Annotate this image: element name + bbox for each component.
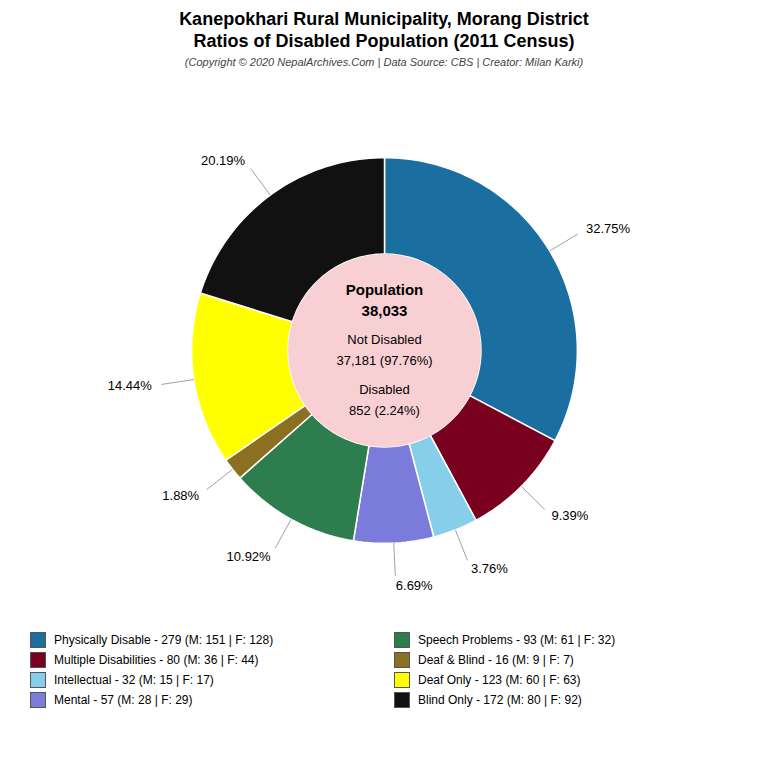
html-text:Deaf & Blind - 16 (M: 9 | F: 7: Deaf & Blind - 16 (M: 9 | F: 7) <box>418 653 574 667</box>
svg-text:38,033: 38,033 <box>362 302 408 319</box>
svg-text:20.19%: 20.19% <box>201 153 246 168</box>
svg-text:3.76%: 3.76% <box>471 561 508 576</box>
svg-text:852 (2.24%): 852 (2.24%) <box>349 403 420 418</box>
svg-text:Disabled: Disabled <box>359 382 410 397</box>
svg-text:10.92%: 10.92% <box>227 549 272 564</box>
html-text:(Copyright © 2020 NepalArchive: (Copyright © 2020 NepalArchives.Com | Da… <box>184 56 584 68</box>
svg-text:Population: Population <box>346 281 424 298</box>
html-text:Mental - 57 (M: 28 | F: 29): Mental - 57 (M: 28 | F: 29) <box>54 693 193 707</box>
svg-text:6.69%: 6.69% <box>396 578 433 593</box>
html-text:Blind Only - 172 (M: 80 | F: 9: Blind Only - 172 (M: 80 | F: 92) <box>418 693 582 707</box>
html-text:Multiple Disabilities - 80 (M:: Multiple Disabilities - 80 (M: 36 | F: 4… <box>54 653 259 667</box>
html-text:Physically Disable - 279 (M: 1: Physically Disable - 279 (M: 151 | F: 12… <box>54 633 274 647</box>
svg-text:Not Disabled: Not Disabled <box>347 332 421 347</box>
svg-text:37,181 (97.76%): 37,181 (97.76%) <box>336 353 432 368</box>
svg-text:1.88%: 1.88% <box>162 488 199 503</box>
svg-text:32.75%: 32.75% <box>586 221 631 236</box>
html-text:Intellectual - 32 (M: 15 | F:: Intellectual - 32 (M: 15 | F: 17) <box>54 673 214 687</box>
html-text:Ratios of Disabled Population: Ratios of Disabled Population (2011 Cens… <box>193 31 575 51</box>
svg-text:14.44%: 14.44% <box>108 378 153 393</box>
html-text:Speech Problems - 93 (M: 61 |: Speech Problems - 93 (M: 61 | F: 32) <box>418 633 616 647</box>
html-text:Deaf Only - 123 (M: 60 | F: 63: Deaf Only - 123 (M: 60 | F: 63) <box>418 673 581 687</box>
html-text:Kanepokhari Rural Municipality: Kanepokhari Rural Municipality, Morang D… <box>179 9 589 29</box>
svg-text:9.39%: 9.39% <box>552 508 589 523</box>
